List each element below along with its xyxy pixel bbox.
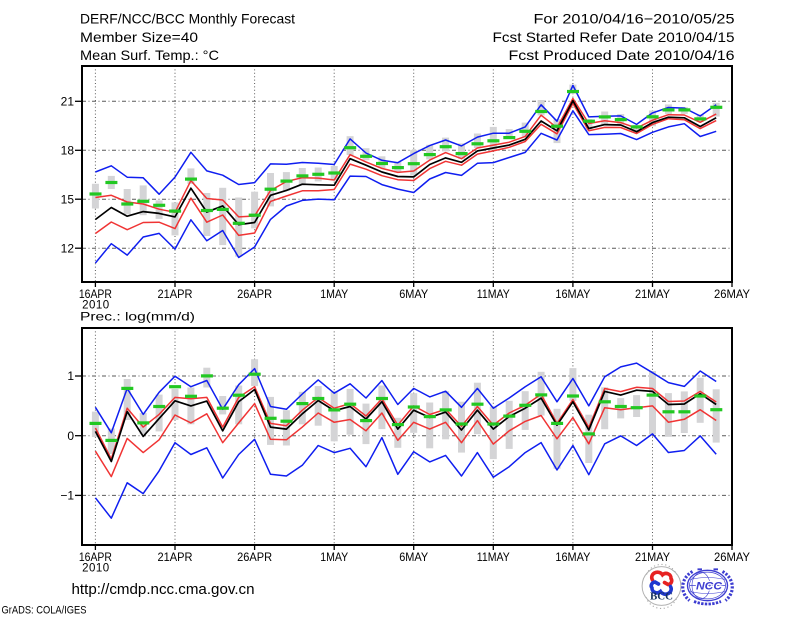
svg-text:6MAY: 6MAY [399, 552, 428, 564]
svg-text:2010: 2010 [82, 563, 109, 575]
svg-text:0: 0 [67, 429, 74, 443]
svg-text:16MAY: 16MAY [555, 289, 590, 301]
svg-text:1MAY: 1MAY [320, 552, 348, 564]
svg-text:6MAY: 6MAY [399, 289, 428, 301]
svg-text:NCC: NCC [696, 581, 723, 593]
svg-text:11MAY: 11MAY [477, 552, 510, 564]
svg-text:Fcst Started Refer Date 2010/0: Fcst Started Refer Date 2010/04/15 [493, 29, 735, 45]
svg-text:http://cmdp.ncc.cma.gov.cn: http://cmdp.ncc.cma.gov.cn [72, 582, 255, 598]
svg-text:1MAY: 1MAY [320, 289, 348, 301]
svg-text:Member Size=40: Member Size=40 [80, 29, 198, 45]
svg-text:21MAY: 21MAY [635, 289, 670, 301]
svg-text:26MAY: 26MAY [714, 289, 750, 301]
svg-text:NCC: NCC [696, 581, 723, 593]
svg-text:26APR: 26APR [237, 552, 272, 564]
svg-text:2010: 2010 [82, 300, 109, 312]
svg-text:16APR: 16APR [79, 552, 112, 564]
svg-text:Mean Surf. Temp.: °C: Mean Surf. Temp.: °C [80, 47, 219, 63]
svg-text:11MAY: 11MAY [477, 289, 510, 301]
svg-text:26MAY: 26MAY [714, 552, 750, 564]
svg-text:18: 18 [61, 144, 75, 158]
svg-text:21APR: 21APR [158, 289, 193, 301]
svg-text:21MAY: 21MAY [635, 552, 670, 564]
svg-text:16MAY: 16MAY [555, 552, 590, 564]
svg-text:26APR: 26APR [237, 289, 272, 301]
svg-text:For 2010/04/16−2010/05/25: For 2010/04/16−2010/05/25 [534, 11, 735, 27]
svg-text:21: 21 [61, 95, 75, 109]
svg-text:12: 12 [61, 241, 75, 255]
svg-text:21APR: 21APR [158, 552, 193, 564]
svg-text:BCC: BCC [650, 592, 673, 603]
svg-text:1: 1 [67, 369, 74, 383]
svg-text:Prec.: log(mm/d): Prec.: log(mm/d) [80, 310, 195, 324]
svg-text:Fcst Produced Date 2010/04/16: Fcst Produced Date 2010/04/16 [509, 47, 735, 63]
svg-text:GrADS: COLA/IGES: GrADS: COLA/IGES [2, 605, 87, 617]
svg-text:−1: −1 [60, 489, 74, 503]
svg-text:DERF/NCC/BCC Monthly Forecast: DERF/NCC/BCC Monthly Forecast [80, 11, 295, 27]
svg-text:16APR: 16APR [79, 289, 112, 301]
svg-text:15: 15 [61, 192, 75, 206]
